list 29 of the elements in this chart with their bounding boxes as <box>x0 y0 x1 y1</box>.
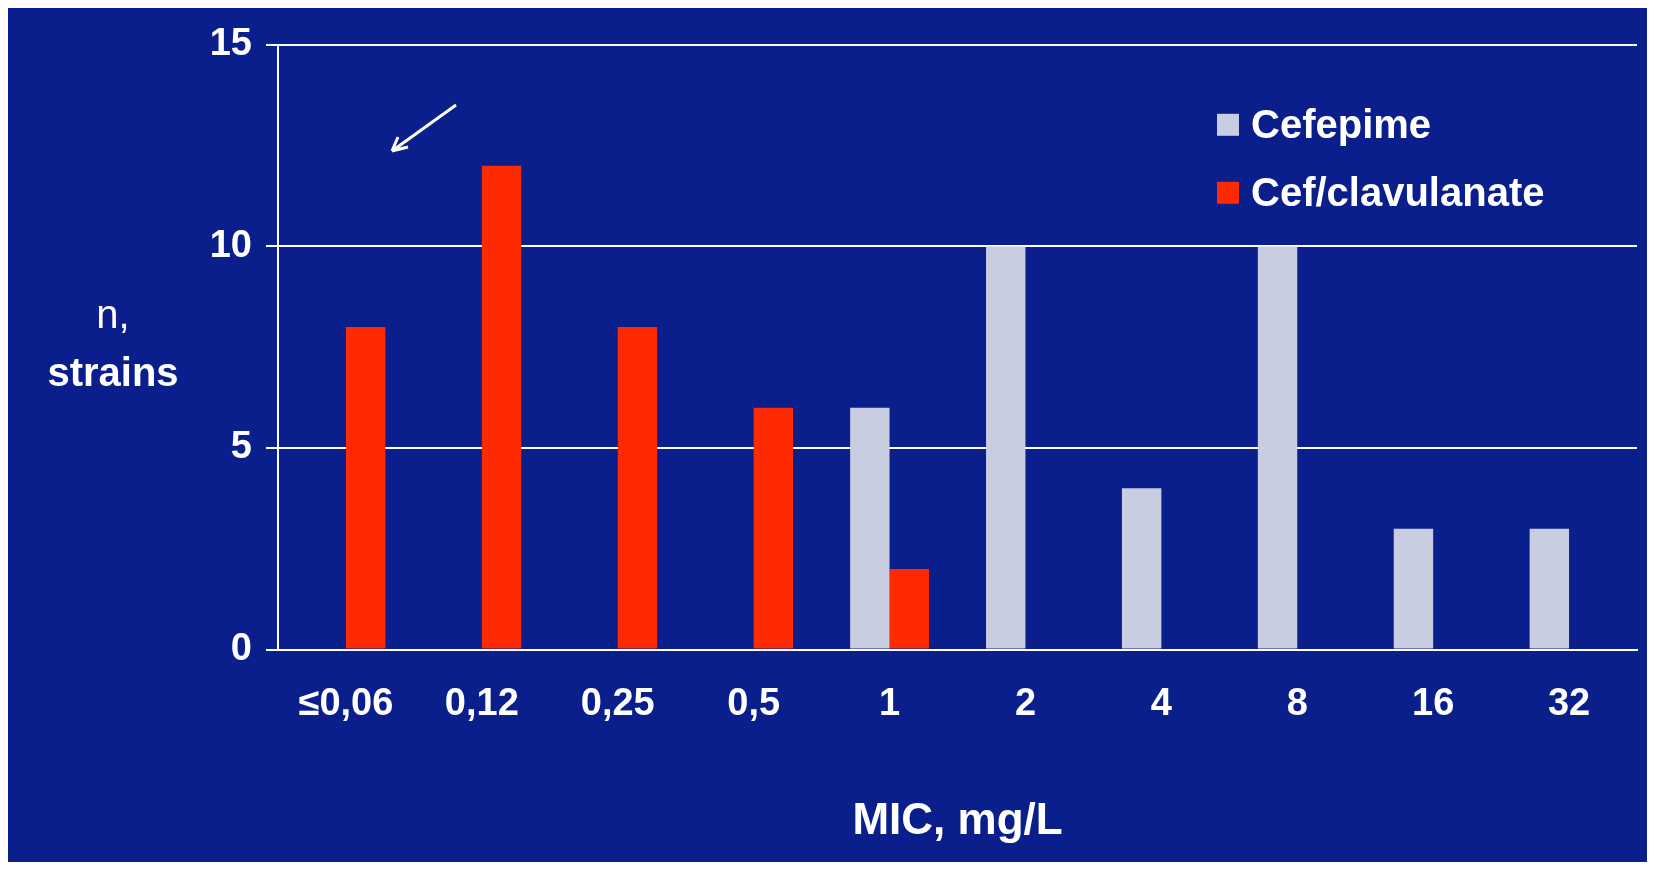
bar <box>850 407 890 649</box>
y-tick-label: 5 <box>230 424 252 467</box>
y-tick-label: 0 <box>230 626 252 669</box>
x-tick-label: 0,25 <box>580 680 655 723</box>
legend-label: Cef/clavulanate <box>1251 169 1545 214</box>
bar <box>617 327 658 649</box>
bar <box>753 407 794 649</box>
y-axis-title: n, strains <box>47 292 179 395</box>
bar <box>481 165 522 649</box>
bar <box>1121 488 1162 649</box>
x-tick-label: 0,12 <box>444 680 519 723</box>
y-tick-label: 15 <box>209 21 252 64</box>
bar <box>889 568 929 649</box>
bar <box>345 327 386 649</box>
x-tick-label: 32 <box>1547 680 1591 723</box>
y-tick-label: 10 <box>209 222 252 265</box>
x-tick-label: 2 <box>1014 680 1037 723</box>
bar <box>986 246 1026 649</box>
bar <box>1393 528 1434 649</box>
bar <box>1257 246 1298 649</box>
bar <box>1529 528 1570 649</box>
x-tick-label: ≤0,06 <box>298 680 394 723</box>
legend-label: Cefepime <box>1251 101 1432 146</box>
x-tick-label: 4 <box>1150 680 1172 723</box>
x-axis-title: MIC, mg/L <box>852 793 1063 843</box>
x-tick-label: 8 <box>1286 680 1308 723</box>
x-tick-label: 1 <box>878 680 901 723</box>
x-tick-label: 16 <box>1412 680 1455 723</box>
x-tick-label: 0,5 <box>727 680 781 723</box>
